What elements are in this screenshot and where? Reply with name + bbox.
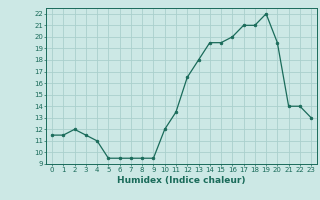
X-axis label: Humidex (Indice chaleur): Humidex (Indice chaleur) [117, 176, 246, 185]
